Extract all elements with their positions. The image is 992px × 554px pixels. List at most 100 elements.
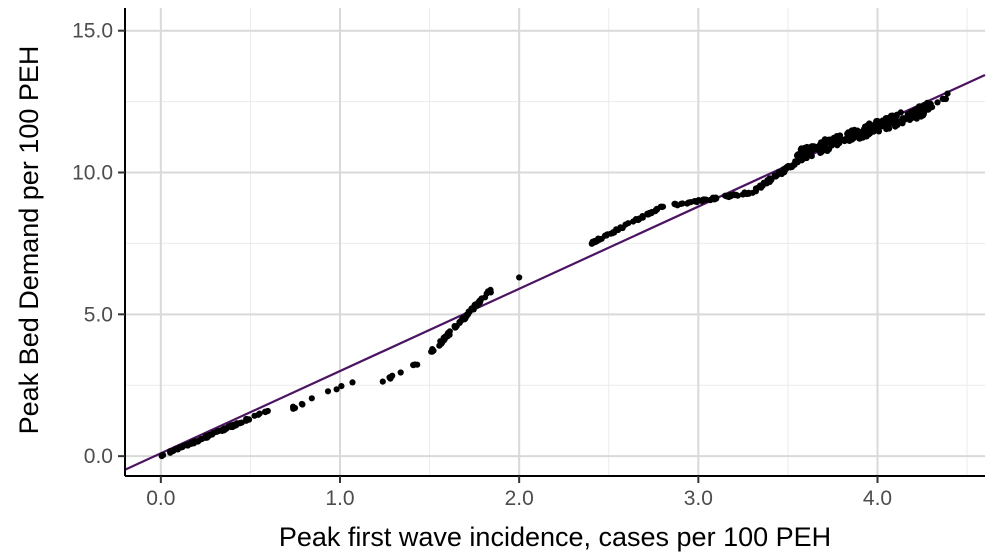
data-point: [659, 203, 667, 210]
x-tick-label: 3.0: [684, 487, 713, 510]
data-point: [868, 124, 875, 131]
data-point: [707, 197, 714, 204]
data-point: [929, 104, 936, 111]
data-point: [516, 274, 523, 281]
data-point: [809, 146, 816, 153]
data-point: [223, 425, 230, 432]
data-point: [452, 324, 459, 331]
data-point: [604, 231, 611, 238]
data-point: [184, 442, 191, 449]
data-point: [255, 411, 262, 418]
data-point: [749, 189, 756, 196]
data-point: [290, 403, 297, 410]
y-tick-label: 10.0: [72, 162, 113, 185]
data-point: [826, 136, 833, 143]
data-point: [349, 379, 356, 386]
data-point: [878, 122, 886, 129]
data-point: [848, 136, 856, 143]
data-point: [743, 190, 750, 198]
data-point: [837, 136, 845, 143]
data-point: [758, 182, 765, 189]
axes: [124, 8, 985, 477]
data-point: [653, 205, 661, 212]
data-point: [172, 446, 179, 453]
data-point: [873, 118, 880, 125]
data-point: [338, 383, 345, 390]
data-point: [201, 434, 208, 441]
data-point: [795, 157, 803, 164]
data-point: [387, 375, 394, 382]
data-point: [592, 238, 599, 245]
data-point: [939, 95, 946, 102]
data-point: [324, 388, 332, 395]
data-point: [892, 119, 899, 126]
x-tick-label: 0.0: [146, 487, 175, 510]
data-point: [333, 386, 340, 393]
x-tick-label: 4.0: [863, 487, 892, 510]
data-point: [921, 101, 928, 109]
data-point: [883, 123, 890, 130]
data-point: [692, 198, 699, 205]
data-point: [243, 417, 250, 424]
grid-lines: [125, 8, 985, 476]
data-point: [852, 132, 859, 139]
data-point: [379, 378, 386, 385]
y-tick-label: 5.0: [84, 303, 113, 326]
data-point: [429, 346, 436, 353]
data-point: [613, 226, 620, 233]
x-tick-label: 2.0: [505, 487, 534, 510]
data-point: [618, 224, 625, 232]
data-point: [802, 153, 810, 160]
data-point: [410, 362, 417, 369]
data-point: [230, 422, 237, 429]
data-point: [194, 438, 201, 445]
data-point: [308, 395, 315, 402]
data-point: [907, 109, 915, 116]
data-point: [784, 163, 791, 170]
data-point: [609, 230, 616, 237]
data-point: [645, 211, 652, 218]
data-point: [916, 106, 923, 113]
data-point: [879, 117, 886, 124]
data-point: [238, 419, 245, 426]
data-point: [798, 145, 805, 152]
data-point: [700, 196, 707, 203]
data-points: [158, 90, 951, 460]
data-point: [476, 297, 483, 304]
data-point: [818, 139, 825, 146]
data-point: [397, 369, 404, 376]
data-point: [934, 99, 941, 106]
data-point: [774, 172, 781, 179]
data-point: [444, 333, 451, 340]
data-point: [487, 286, 494, 293]
data-point: [625, 220, 632, 227]
data-point: [630, 218, 637, 225]
data-point: [158, 453, 165, 460]
data-point: [677, 200, 685, 207]
data-point: [299, 401, 306, 408]
data-point: [463, 312, 470, 319]
data-point: [766, 178, 773, 185]
y-axis-title: Peak Bed Demand per 100 PEH: [14, 46, 44, 435]
data-point: [734, 192, 741, 199]
data-point: [209, 431, 216, 438]
data-point: [470, 304, 477, 311]
data-point: [824, 147, 831, 154]
data-point: [636, 215, 643, 222]
data-point: [828, 142, 835, 149]
tick-labels: 0.0 1.0 2.0 3.0 4.0 0.0 5.0 10.0 15.0: [72, 20, 892, 510]
data-point: [483, 290, 490, 297]
data-point: [459, 316, 466, 323]
data-point: [897, 109, 904, 116]
x-tick-label: 1.0: [325, 487, 354, 510]
data-point: [944, 90, 951, 97]
data-point: [901, 116, 908, 123]
data-point: [725, 193, 732, 201]
data-point: [262, 408, 269, 415]
data-point: [794, 152, 801, 159]
y-tick-label: 0.0: [84, 445, 113, 468]
data-point: [684, 200, 691, 207]
data-point: [863, 128, 870, 135]
y-tick-label: 15.0: [72, 20, 113, 43]
